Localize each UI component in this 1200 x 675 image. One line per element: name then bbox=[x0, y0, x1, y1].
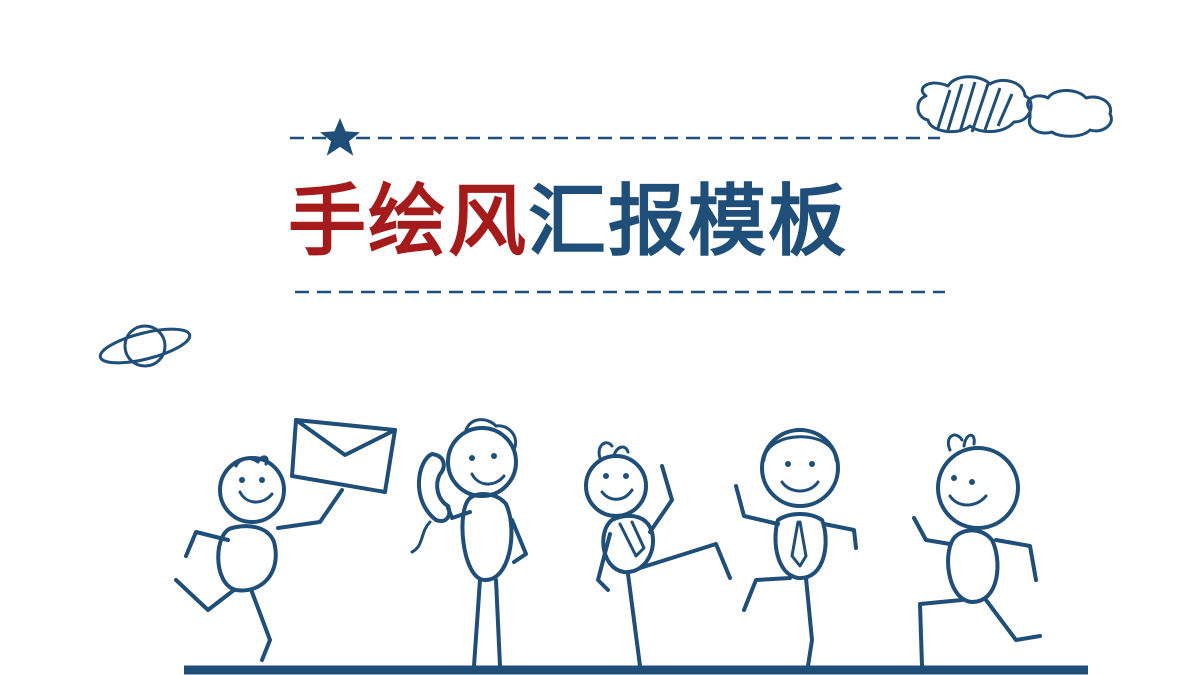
figure-telephone bbox=[410, 418, 528, 668]
figure-tie bbox=[734, 428, 858, 668]
telephone-icon bbox=[410, 452, 452, 554]
figure-running bbox=[912, 433, 1042, 668]
title-red-part: 手绘风 bbox=[288, 177, 529, 267]
figure-envelope bbox=[174, 418, 397, 662]
planet-icon bbox=[98, 324, 192, 368]
cloud-icon bbox=[916, 75, 1113, 138]
slide-title: 手绘风汇报模板 bbox=[288, 172, 968, 272]
title-blue-part: 汇报模板 bbox=[528, 177, 849, 267]
star-icon bbox=[320, 118, 360, 156]
envelope-icon bbox=[290, 418, 397, 494]
figure-kicking bbox=[584, 441, 732, 668]
